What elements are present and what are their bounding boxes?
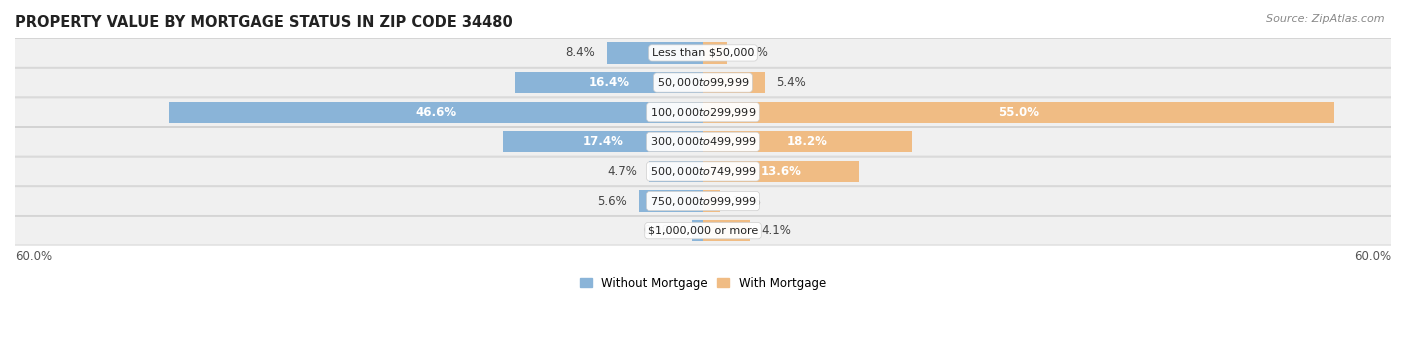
Bar (503, 131, 703, 152)
Bar (703, 131, 911, 152)
Bar (515, 72, 703, 93)
Bar (638, 190, 703, 212)
Text: $100,000 to $299,999: $100,000 to $299,999 (650, 106, 756, 119)
FancyBboxPatch shape (3, 186, 1403, 216)
Text: 8.4%: 8.4% (565, 47, 595, 60)
Bar (703, 72, 765, 93)
FancyBboxPatch shape (8, 217, 1398, 244)
Text: PROPERTY VALUE BY MORTGAGE STATUS IN ZIP CODE 34480: PROPERTY VALUE BY MORTGAGE STATUS IN ZIP… (15, 15, 513, 30)
Text: 60.0%: 60.0% (1354, 250, 1391, 263)
Text: 0.99%: 0.99% (643, 224, 681, 237)
Bar (650, 161, 703, 182)
FancyBboxPatch shape (3, 38, 1403, 68)
Text: 17.4%: 17.4% (583, 135, 624, 148)
FancyBboxPatch shape (8, 157, 1398, 185)
FancyBboxPatch shape (3, 97, 1403, 127)
Text: $500,000 to $749,999: $500,000 to $749,999 (650, 165, 756, 178)
FancyBboxPatch shape (3, 127, 1403, 157)
Text: 4.7%: 4.7% (607, 165, 638, 178)
Text: 5.6%: 5.6% (598, 194, 627, 207)
Text: 60.0%: 60.0% (15, 250, 52, 263)
Text: 5.4%: 5.4% (776, 76, 806, 89)
Text: 55.0%: 55.0% (998, 106, 1039, 119)
Text: 2.1%: 2.1% (738, 47, 769, 60)
Bar (703, 190, 720, 212)
Text: 1.5%: 1.5% (731, 194, 762, 207)
Bar (703, 102, 1334, 123)
FancyBboxPatch shape (8, 98, 1398, 126)
Text: 16.4%: 16.4% (589, 76, 630, 89)
Text: 4.1%: 4.1% (762, 224, 792, 237)
Text: $1,000,000 or more: $1,000,000 or more (648, 226, 758, 236)
Bar (703, 42, 727, 64)
Bar (606, 42, 703, 64)
FancyBboxPatch shape (3, 68, 1403, 97)
Text: 18.2%: 18.2% (787, 135, 828, 148)
Legend: Without Mortgage, With Mortgage: Without Mortgage, With Mortgage (575, 272, 831, 294)
Text: $50,000 to $99,999: $50,000 to $99,999 (657, 76, 749, 89)
Text: Source: ZipAtlas.com: Source: ZipAtlas.com (1267, 14, 1385, 23)
FancyBboxPatch shape (8, 128, 1398, 156)
Bar (703, 161, 859, 182)
Bar (692, 220, 703, 241)
FancyBboxPatch shape (8, 187, 1398, 215)
FancyBboxPatch shape (8, 69, 1398, 97)
Text: $300,000 to $499,999: $300,000 to $499,999 (650, 135, 756, 148)
FancyBboxPatch shape (8, 39, 1398, 67)
FancyBboxPatch shape (3, 216, 1403, 245)
FancyBboxPatch shape (3, 157, 1403, 186)
Text: $750,000 to $999,999: $750,000 to $999,999 (650, 194, 756, 207)
Text: Less than $50,000: Less than $50,000 (652, 48, 754, 58)
Bar (169, 102, 703, 123)
Text: 46.6%: 46.6% (415, 106, 457, 119)
Text: 13.6%: 13.6% (761, 165, 801, 178)
Bar (703, 220, 749, 241)
